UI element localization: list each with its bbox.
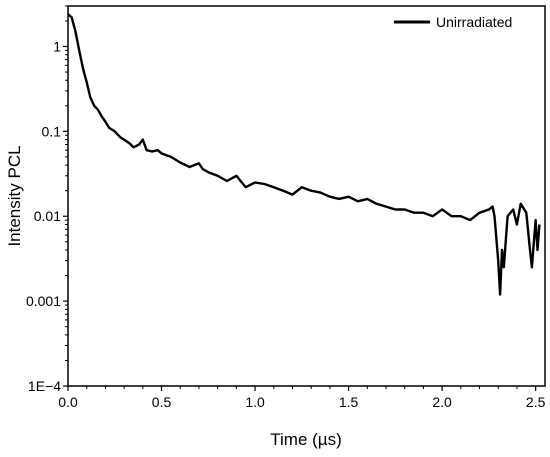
- x-axis-title: Time (µs): [270, 430, 342, 449]
- x-axis-ticks: 0.0 0.5 1.0 1.5 2.0 2.5: [58, 386, 546, 410]
- y-tick-label: 1: [53, 38, 61, 54]
- y-tick-label: 0.001: [26, 293, 61, 309]
- legend-label-unirradiated: Unirradiated: [436, 14, 512, 30]
- series-line-unirradiated: [67, 13, 541, 296]
- plot-frame: [67, 5, 546, 387]
- legend: Unirradiated: [394, 14, 512, 30]
- x-tick-label: 2.5: [526, 394, 546, 410]
- x-tick-label: 1.5: [339, 394, 359, 410]
- y-tick-label: 1E−4: [28, 378, 61, 394]
- x-tick-label: 0.5: [152, 394, 172, 410]
- y-tick-label: 0.01: [34, 208, 61, 224]
- x-tick-label: 0.0: [58, 394, 78, 410]
- y-axis-ticks: 1 0.1 0.01 0.001 1E−4: [26, 5, 68, 394]
- x-tick-label: 1.0: [245, 394, 265, 410]
- y-tick-label: 0.1: [42, 123, 62, 139]
- y-axis-title: Intensity PCL: [5, 145, 24, 246]
- x-tick-label: 2.0: [432, 394, 452, 410]
